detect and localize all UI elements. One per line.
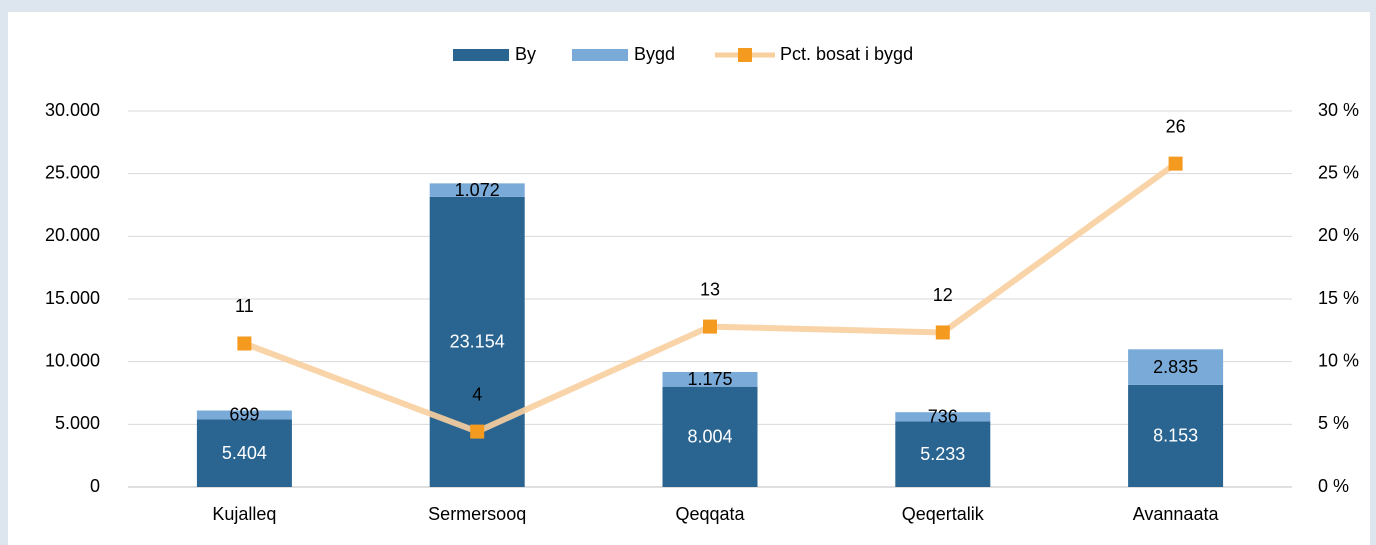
y2-tick-label: 20 % [1318,225,1359,245]
y-tick-label: 20.000 [45,225,100,245]
bar-segment [662,386,758,487]
data-label: 4 [472,384,482,404]
data-label: 1.072 [455,180,500,200]
data-label: 8.153 [1153,426,1198,446]
legend-label: Bygd [634,44,675,64]
x-tick-label: Avannaata [1133,504,1220,524]
bar-segment [429,183,525,197]
data-label: 12 [933,285,953,305]
data-label: 13 [700,279,720,299]
bar-segment [196,410,292,420]
bar-segment [1128,384,1224,487]
y2-tick-label: 30 % [1318,100,1359,120]
legend-label: By [515,44,536,64]
line-marker [935,325,950,340]
line-marker [703,319,717,334]
x-tick-label: Sermersooq [428,504,526,524]
data-label: 1.175 [687,369,732,389]
y2-tick-label: 15 % [1318,288,1359,308]
bar-segment [429,196,525,487]
line-marker [470,424,485,439]
y-tick-label: 25.000 [45,162,100,182]
x-tick-label: Kujalleq [212,504,276,524]
data-label: 5.233 [920,444,965,464]
y2-tick-label: 10 % [1318,350,1359,370]
legend-label: Pct. bosat i bygd [780,44,913,64]
data-label: 699 [229,405,259,425]
y-tick-label: 30.000 [45,100,100,120]
bar-segment [196,419,292,487]
bar-segment [1128,349,1224,385]
y-tick-label: 10.000 [45,350,100,370]
line-marker [1168,156,1183,171]
data-label: 23.154 [450,332,505,352]
y2-tick-label: 0 % [1318,476,1349,496]
legend-swatch [572,49,628,61]
y-tick-label: 15.000 [45,288,100,308]
legend-swatch [453,49,509,61]
data-label: 11 [235,296,254,316]
x-tick-label: Qeqqata [675,504,745,524]
data-label: 8.004 [687,427,732,447]
bar-segment [895,421,991,487]
bar-segment [662,371,758,387]
data-label: 5.404 [222,443,267,463]
y2-tick-label: 25 % [1318,162,1359,182]
line-marker [237,336,252,351]
y-tick-label: 5.000 [55,413,100,433]
x-tick-label: Qeqertalik [902,504,985,524]
y-tick-label: 0 [90,476,100,496]
y2-tick-label: 5 % [1318,413,1349,433]
data-label: 2.835 [1153,357,1198,377]
data-label: 736 [928,407,958,427]
data-label: 26 [1166,116,1186,136]
bar-segment [895,412,991,422]
legend-marker [738,48,752,62]
